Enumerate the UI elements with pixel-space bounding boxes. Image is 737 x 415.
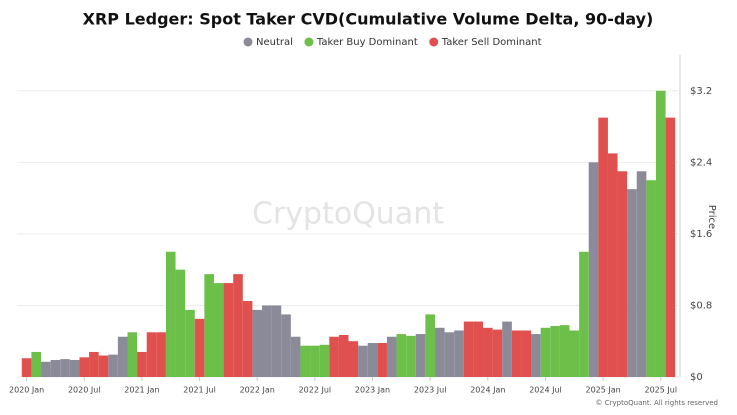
- x-tick-label: 2023 Jul: [414, 386, 447, 395]
- bar: [473, 321, 484, 377]
- bar: [60, 359, 70, 377]
- legend-marker: [304, 37, 314, 47]
- bar: [502, 321, 512, 377]
- legend-marker: [429, 37, 439, 47]
- x-tick-label: 2022 Jan: [240, 386, 275, 395]
- bar: [627, 189, 637, 377]
- bar: [665, 117, 676, 377]
- bar: [223, 283, 234, 377]
- bar: [617, 171, 628, 377]
- bar: [531, 334, 541, 377]
- bar: [165, 251, 176, 377]
- bar: [377, 343, 387, 377]
- bar: [79, 357, 90, 377]
- bar: [300, 345, 311, 377]
- bar: [588, 162, 599, 377]
- legend-label: Neutral: [256, 37, 293, 48]
- bar: [242, 300, 253, 377]
- bar: [137, 351, 147, 377]
- bar: [213, 283, 224, 377]
- x-tick-label: 2025 Jul: [645, 386, 678, 395]
- bar: [579, 251, 589, 377]
- bar: [69, 360, 80, 377]
- bar: [233, 274, 243, 377]
- bar: [550, 326, 560, 377]
- bar: [31, 351, 42, 377]
- chart-title: XRP Ledger: Spot Taker CVD(Cumulative Vo…: [83, 10, 654, 29]
- footer: © CryptoQuant. All rights reserved: [596, 399, 718, 407]
- y-tick-label: $2.4: [690, 157, 712, 168]
- bar: [358, 345, 368, 377]
- bar: [463, 321, 474, 377]
- y-tick-label: $0.8: [690, 300, 712, 311]
- bar: [271, 305, 282, 377]
- bar: [434, 327, 445, 377]
- bar: [194, 318, 205, 377]
- bar: [559, 325, 570, 377]
- bar: [319, 344, 330, 377]
- y-tick-label: $0: [690, 372, 703, 383]
- bar: [310, 345, 320, 377]
- legend-label: Taker Buy Dominant: [316, 37, 418, 48]
- y-tick-label: $3.2: [690, 86, 712, 97]
- x-tick-label: 2024 Jan: [470, 386, 505, 395]
- x-tick-label: 2020 Jul: [68, 386, 101, 395]
- bar: [127, 332, 138, 377]
- bar: [444, 332, 455, 377]
- bar: [348, 341, 359, 377]
- bar: [50, 360, 61, 377]
- bar: [156, 332, 166, 377]
- bar: [655, 90, 666, 378]
- bar: [185, 309, 195, 377]
- bar: [425, 314, 435, 377]
- bar: [521, 330, 532, 377]
- bar: [511, 330, 522, 377]
- x-tick-label: 2021 Jul: [183, 386, 216, 395]
- bar: [636, 171, 647, 377]
- bar: [98, 355, 109, 377]
- bar: [598, 117, 608, 377]
- x-tick-label: 2024 Jul: [529, 386, 562, 395]
- bar: [252, 309, 263, 377]
- legend-marker: [243, 37, 253, 47]
- bar: [483, 327, 493, 377]
- x-tick-label: 2022 Jul: [299, 386, 332, 395]
- bar: [89, 351, 99, 377]
- bar: [454, 330, 464, 377]
- bar: [492, 329, 503, 377]
- bar: [415, 334, 426, 377]
- bar: [569, 330, 580, 377]
- bar: [329, 336, 339, 377]
- legend-label: Taker Sell Dominant: [441, 37, 542, 48]
- bar: [41, 361, 51, 377]
- bar: [175, 269, 186, 377]
- x-tick-label: 2020 Jan: [9, 386, 44, 395]
- bar: [607, 153, 618, 377]
- bar: [338, 334, 349, 377]
- bar: [386, 336, 397, 377]
- x-tick-label: 2025 Jan: [586, 386, 621, 395]
- x-tick-label: 2023 Jan: [355, 386, 390, 395]
- bar: [406, 335, 416, 377]
- bar: [146, 332, 157, 377]
- y-axis-label: Price: [706, 205, 717, 229]
- y-tick-label: $1.6: [690, 229, 712, 240]
- bar: [540, 327, 551, 377]
- bar: [108, 354, 118, 377]
- bar: [262, 305, 272, 377]
- bar: [21, 358, 32, 377]
- bar: [367, 343, 378, 377]
- bar: [204, 274, 214, 377]
- bar: [281, 314, 291, 377]
- x-tick-label: 2021 Jan: [124, 386, 159, 395]
- watermark: CryptoQuant: [252, 197, 444, 232]
- bar: [117, 336, 128, 377]
- bar: [396, 334, 407, 377]
- bar: [646, 180, 656, 377]
- bar: [290, 336, 301, 377]
